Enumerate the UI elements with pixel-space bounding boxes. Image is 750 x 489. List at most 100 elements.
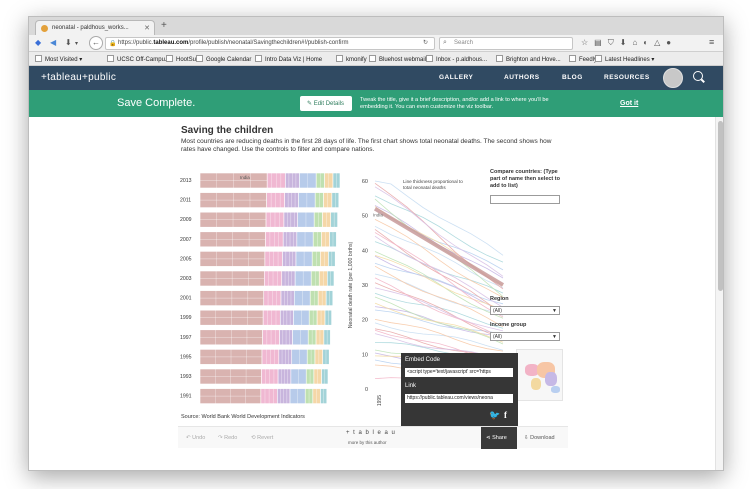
compare-countries-label: Compare countries: (Type part of name th… bbox=[490, 169, 560, 189]
redo-button[interactable]: ↷ Redo bbox=[218, 435, 237, 441]
url-bar[interactable]: 🔒 https://public.tableau.com/profile/pub… bbox=[105, 37, 435, 50]
bookmark-item[interactable]: kmonify bbox=[336, 55, 367, 63]
tableau-brand[interactable]: + t a b l e a u bbox=[346, 430, 396, 436]
revert-icon: ⟲ bbox=[251, 435, 258, 441]
year-label: 1991 bbox=[180, 394, 192, 400]
pocket-icon[interactable]: ◀ bbox=[50, 38, 57, 47]
treemap-chart[interactable]: 2013 India 2011 2009 2007 2005 2003 2001 1999 199… bbox=[178, 169, 343, 411]
download-arrow-icon[interactable]: ⬇ bbox=[65, 38, 72, 47]
tableau-public-logo[interactable]: +tableau+public bbox=[41, 72, 117, 83]
nav-gallery[interactable]: GALLERY bbox=[439, 74, 474, 81]
share-label: Share bbox=[492, 435, 507, 441]
avatar[interactable] bbox=[663, 68, 683, 88]
home-icon[interactable]: ⌂ bbox=[632, 38, 644, 47]
series-line bbox=[374, 251, 504, 319]
bookmark-icon bbox=[496, 55, 503, 62]
series-line bbox=[374, 265, 504, 328]
bookmark-item[interactable]: Latest Headlines ▾ bbox=[595, 55, 654, 63]
map-region bbox=[531, 378, 541, 390]
tableau-viz: Saving the children Most countries are r… bbox=[178, 123, 568, 449]
bookmark-label: Most Visited ▾ bbox=[45, 57, 83, 63]
new-tab-icon[interactable]: + bbox=[161, 20, 167, 31]
scroll-thumb[interactable] bbox=[718, 121, 723, 291]
bookmark-item[interactable]: Bluehost webmail bbox=[369, 55, 426, 63]
search-input[interactable]: ⌕ Search bbox=[439, 37, 573, 50]
y-axis-label: Neonatal death rate (per 1,000 births) bbox=[348, 241, 354, 328]
tab-strip: neonatal - paldhous_works... ✕ + bbox=[29, 17, 723, 35]
redo-icon: ↷ bbox=[218, 435, 225, 441]
viz-title: Saving the children bbox=[181, 125, 274, 136]
bookmark-label: Inbox - p.aldhous... bbox=[436, 57, 488, 63]
chevron-down-icon: ▼ bbox=[552, 334, 557, 340]
pocket-save-icon[interactable]: ⛉ bbox=[607, 38, 620, 47]
twitter-icon[interactable]: 🐦 bbox=[489, 410, 501, 420]
undo-label: Undo bbox=[192, 435, 206, 441]
tab-title: neonatal - paldhous_works... bbox=[52, 25, 129, 31]
bookmark-label: Google Calendar bbox=[206, 57, 252, 63]
download-button[interactable]: ⇩ Download bbox=[524, 435, 555, 441]
undo-button[interactable]: ↶ Undo bbox=[186, 435, 205, 441]
year-label: 2007 bbox=[180, 237, 192, 243]
browser-toolbar: ◆ ◀ ⬇ ▾ ← 🔒 https://public.tableau.com/p… bbox=[29, 35, 723, 52]
region-select[interactable]: (All) ▼ bbox=[490, 306, 560, 315]
facebook-icon[interactable]: f bbox=[504, 410, 507, 420]
dropdown-icon[interactable]: ▾ bbox=[75, 41, 79, 47]
income-group-select[interactable]: (All) ▼ bbox=[490, 332, 560, 341]
series-line bbox=[374, 255, 504, 312]
series-line bbox=[374, 287, 504, 332]
year-label: 2001 bbox=[180, 296, 192, 302]
link-label: Link bbox=[405, 383, 417, 389]
bookmark-star-icon[interactable]: ☆ bbox=[581, 38, 595, 47]
compare-countries-input[interactable] bbox=[490, 195, 560, 204]
got-it-link[interactable]: Got it bbox=[620, 100, 639, 107]
bookmark-item[interactable]: Google Calendar bbox=[196, 55, 251, 63]
source-note: Source: World Bank World Development Ind… bbox=[181, 414, 305, 420]
reading-list-icon[interactable]: ▤ bbox=[594, 38, 608, 47]
site-search-icon[interactable] bbox=[693, 71, 703, 81]
y-tick-label: 20 bbox=[362, 318, 368, 324]
page-scrollbar[interactable] bbox=[715, 117, 723, 470]
income-group-label: Income group bbox=[490, 322, 527, 328]
bookmark-item[interactable]: Most Visited ▾ bbox=[35, 55, 82, 63]
bookmark-item[interactable]: Intro Data Viz | Home bbox=[255, 55, 322, 63]
income-group-value: (All) bbox=[493, 334, 502, 340]
bookmark-item[interactable]: Brighton and Hove... bbox=[496, 55, 561, 63]
extension-icon[interactable]: ◐ bbox=[643, 38, 655, 47]
share-button[interactable]: ⋖ Share bbox=[481, 427, 517, 449]
back-icon[interactable]: ← bbox=[89, 36, 103, 50]
chat-icon[interactable]: ● bbox=[666, 38, 678, 47]
nav-resources[interactable]: RESOURCES bbox=[604, 74, 650, 81]
bookmark-icon bbox=[595, 55, 602, 62]
link-field[interactable]: https://public.tableau.com/views/neona bbox=[405, 394, 513, 403]
nav-blog[interactable]: BLOG bbox=[562, 74, 583, 81]
firefox-sync-icon[interactable]: ◆ bbox=[35, 38, 42, 47]
browser-tab[interactable]: neonatal - paldhous_works... ✕ bbox=[35, 20, 155, 35]
series-line bbox=[374, 180, 504, 256]
year-label: 2005 bbox=[180, 256, 192, 262]
bookmark-icon bbox=[107, 55, 114, 62]
india-annotation: India bbox=[240, 175, 250, 180]
nav-authors[interactable]: AUTHORS bbox=[504, 74, 540, 81]
embed-code-field[interactable]: <script type='text/javascript' src='http… bbox=[405, 368, 513, 377]
series-line bbox=[374, 255, 504, 311]
bookmark-item[interactable]: Feedly bbox=[569, 55, 597, 63]
edit-details-button[interactable]: ✎ Edit Details bbox=[300, 96, 352, 111]
bookmark-label: Latest Headlines ▾ bbox=[605, 57, 655, 63]
year-label: 1993 bbox=[180, 374, 192, 380]
more-by-author-link[interactable]: more by this author bbox=[348, 440, 387, 445]
reload-icon[interactable]: ↻ bbox=[423, 40, 429, 46]
bookmark-item[interactable]: UCSC Off-Campu... bbox=[107, 55, 170, 63]
save-description: Tweak the title, give it a brief descrip… bbox=[360, 97, 549, 110]
close-tab-icon[interactable]: ✕ bbox=[144, 25, 150, 32]
menu-icon[interactable]: ≡ bbox=[709, 37, 715, 47]
revert-button[interactable]: ⟲ Revert bbox=[251, 435, 273, 441]
warning-icon[interactable]: △ bbox=[654, 38, 667, 47]
bookmark-item[interactable]: HootSuite bbox=[166, 55, 202, 63]
series-line bbox=[374, 282, 504, 339]
bookmark-label: kmonify bbox=[346, 57, 367, 63]
series-line bbox=[374, 302, 504, 343]
bookmark-icon bbox=[255, 55, 262, 62]
world-map-thumbnail[interactable] bbox=[516, 349, 563, 401]
downloads-icon[interactable]: ⬇ bbox=[619, 38, 633, 47]
bookmark-item[interactable]: Inbox - p.aldhous... bbox=[426, 55, 487, 63]
